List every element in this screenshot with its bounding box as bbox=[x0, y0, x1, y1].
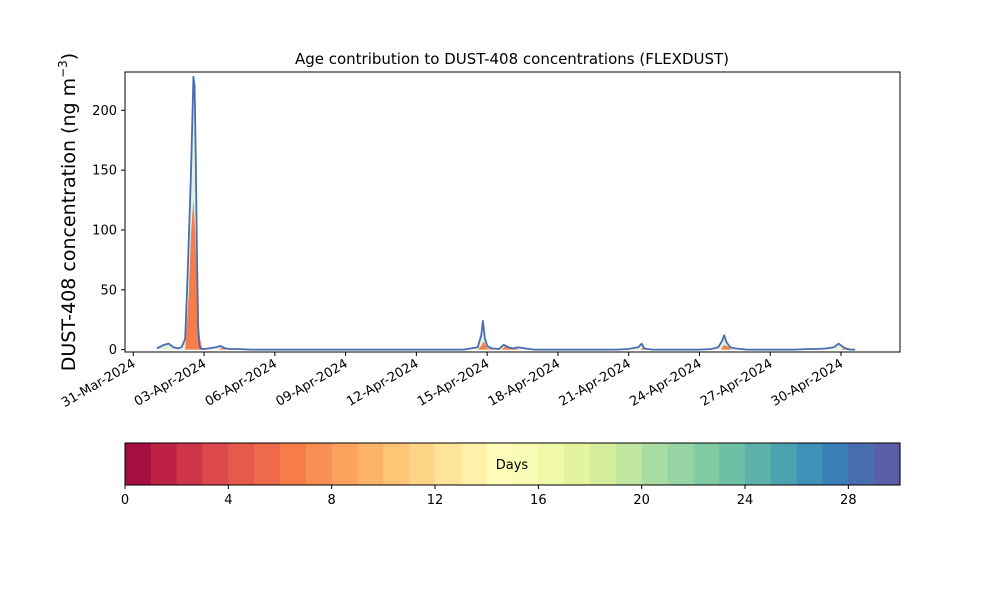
colorbar-swatch bbox=[538, 443, 565, 485]
x-tick-label: 09-Apr-2024 bbox=[273, 356, 350, 409]
y-tick-label: 100 bbox=[92, 223, 117, 238]
colorbar-swatch bbox=[435, 443, 462, 485]
colorbar: Days 0 4 8 12 16 20 24 28 bbox=[121, 442, 901, 508]
colorbar-swatch bbox=[305, 443, 333, 485]
colorbar-ticks: 0 4 8 12 16 20 24 28 bbox=[121, 485, 857, 508]
colorbar-swatch bbox=[745, 443, 772, 485]
colorbar-frame bbox=[124, 442, 901, 486]
colorbar-swatch bbox=[770, 443, 798, 485]
x-tick-label: 06-Apr-2024 bbox=[203, 356, 280, 409]
colorbar-tick-label: 16 bbox=[530, 493, 547, 508]
colorbar-swatch bbox=[176, 443, 204, 485]
plot-area bbox=[156, 75, 856, 351]
y-axis-label: DUST-408 concentration (ng m−3) bbox=[56, 53, 80, 371]
colorbar-swatch bbox=[331, 443, 359, 485]
x-tick-label: 18-Apr-2024 bbox=[486, 356, 563, 409]
colorbar-swatch bbox=[254, 443, 281, 485]
colorbar-swatch bbox=[228, 443, 255, 485]
main-chart: Age contribution to DUST-408 concentrati… bbox=[56, 50, 901, 411]
colorbar-swatch bbox=[848, 443, 875, 485]
y-axis-label-superscript: −3 bbox=[56, 60, 70, 78]
colorbar-tick-label: 28 bbox=[840, 493, 857, 508]
colorbar-tick-label: 0 bbox=[121, 493, 129, 508]
colorbar-swatch bbox=[615, 443, 643, 485]
x-tick-label: 30-Apr-2024 bbox=[769, 356, 846, 409]
colorbar-swatch bbox=[796, 443, 824, 485]
colorbar-swatch bbox=[590, 443, 617, 485]
colorbar-tick-label: 4 bbox=[224, 493, 232, 508]
series-young-area bbox=[156, 200, 856, 350]
colorbar-swatch bbox=[667, 443, 694, 485]
colorbar-swatch bbox=[874, 443, 901, 485]
colorbar-swatch bbox=[564, 443, 591, 485]
y-tick-label: 150 bbox=[92, 164, 117, 179]
chart-title: Age contribution to DUST-408 concentrati… bbox=[295, 50, 729, 68]
colorbar-swatch bbox=[693, 443, 720, 485]
y-axis: 0 50 100 150 200 bbox=[92, 104, 125, 358]
colorbar-swatch bbox=[822, 443, 849, 485]
y-tick-label: 50 bbox=[100, 283, 117, 298]
y-tick-label: 0 bbox=[109, 343, 117, 358]
colorbar-swatch bbox=[357, 443, 384, 485]
colorbar-tick-label: 24 bbox=[737, 493, 754, 508]
colorbar-tick-label: 8 bbox=[328, 493, 336, 508]
x-tick-label: 21-Apr-2024 bbox=[557, 356, 634, 409]
colorbar-swatch bbox=[409, 443, 436, 485]
series-total-line bbox=[156, 75, 856, 351]
colorbar-swatch bbox=[512, 443, 539, 485]
series-older-area bbox=[156, 76, 856, 350]
colorbar-swatch bbox=[202, 443, 229, 485]
x-tick-label: 27-Apr-2024 bbox=[698, 356, 775, 409]
x-tick-label: 03-Apr-2024 bbox=[132, 356, 209, 409]
colorbar-swatch bbox=[383, 443, 410, 485]
colorbar-swatch bbox=[486, 443, 514, 485]
x-tick-label: 15-Apr-2024 bbox=[415, 356, 492, 409]
colorbar-swatch bbox=[150, 443, 178, 485]
colorbar-label: Days bbox=[496, 458, 529, 473]
x-tick-label: 12-Apr-2024 bbox=[344, 356, 421, 409]
colorbar-swatch bbox=[280, 443, 307, 485]
colorbar-swatches bbox=[125, 443, 901, 485]
y-tick-label: 200 bbox=[92, 104, 117, 119]
colorbar-swatch bbox=[460, 443, 488, 485]
colorbar-swatch bbox=[125, 443, 152, 485]
colorbar-swatch bbox=[641, 443, 669, 485]
colorbar-tick-label: 20 bbox=[633, 493, 650, 508]
colorbar-tick-label: 12 bbox=[427, 493, 444, 508]
x-tick-label: 24-Apr-2024 bbox=[627, 356, 704, 409]
x-axis: 31-Mar-202403-Apr-202406-Apr-202409-Apr-… bbox=[59, 352, 846, 411]
colorbar-swatch bbox=[719, 443, 746, 485]
plot-frame bbox=[124, 71, 901, 353]
